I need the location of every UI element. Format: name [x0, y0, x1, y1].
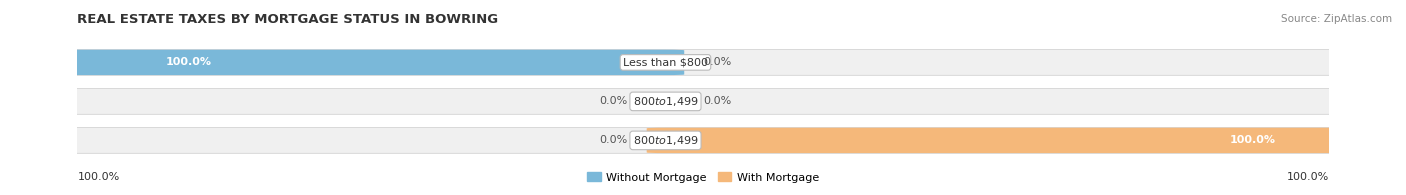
Text: 0.0%: 0.0% — [703, 96, 731, 106]
FancyBboxPatch shape — [52, 89, 1354, 114]
FancyBboxPatch shape — [52, 128, 1354, 153]
Text: 100.0%: 100.0% — [77, 172, 120, 183]
FancyBboxPatch shape — [52, 50, 1354, 75]
Text: 100.0%: 100.0% — [1230, 135, 1275, 145]
Text: 100.0%: 100.0% — [1286, 172, 1329, 183]
Text: Source: ZipAtlas.com: Source: ZipAtlas.com — [1281, 14, 1392, 24]
Text: 100.0%: 100.0% — [166, 57, 211, 67]
Legend: Without Mortgage, With Mortgage: Without Mortgage, With Mortgage — [588, 172, 818, 183]
Text: REAL ESTATE TAXES BY MORTGAGE STATUS IN BOWRING: REAL ESTATE TAXES BY MORTGAGE STATUS IN … — [77, 13, 499, 26]
FancyBboxPatch shape — [59, 50, 685, 75]
Text: 0.0%: 0.0% — [600, 135, 628, 145]
Text: $800 to $1,499: $800 to $1,499 — [633, 95, 699, 108]
Text: Less than $800: Less than $800 — [623, 57, 709, 67]
FancyBboxPatch shape — [647, 128, 1347, 153]
Text: 0.0%: 0.0% — [703, 57, 731, 67]
Text: 0.0%: 0.0% — [600, 96, 628, 106]
Text: $800 to $1,499: $800 to $1,499 — [633, 134, 699, 147]
